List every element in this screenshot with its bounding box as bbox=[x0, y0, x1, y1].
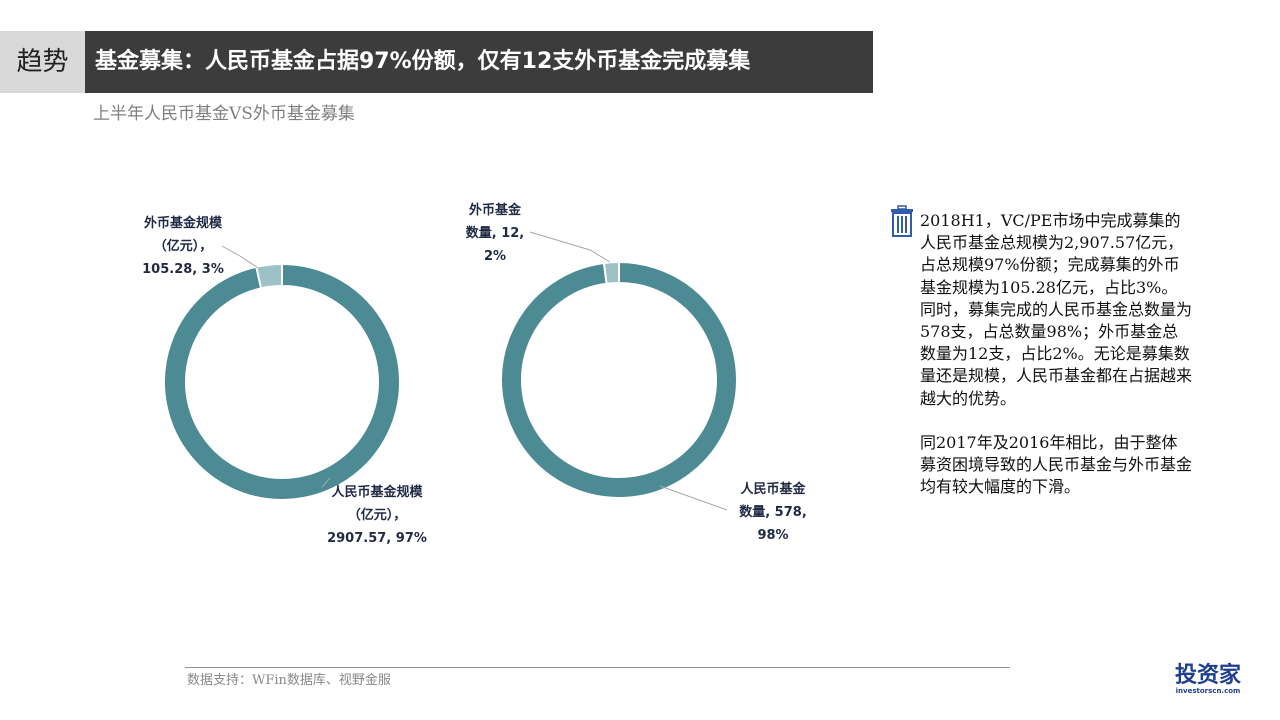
donut-0-leader-line-large bbox=[321, 477, 331, 488]
donut-1-leader-line-small bbox=[529, 231, 611, 263]
page-title: 基金募集：人民币基金占据97%份额，仅有12支外币基金完成募集 bbox=[85, 31, 873, 93]
section-tag: 趋势 bbox=[0, 31, 85, 93]
donut-1-slice-0 bbox=[499, 260, 738, 499]
slice-label-foreign-scale: 外币基金规模 （亿元）， 105.28, 3% bbox=[142, 216, 224, 277]
description-paragraph: 同2017年及2016年相比，由于整体募资困境导致的人民币基金与外币基金均有较大… bbox=[920, 432, 1193, 497]
trash-bin-icon bbox=[891, 205, 913, 237]
footer-divider bbox=[185, 667, 1010, 668]
brand-logo: 投资家 investorscn.com bbox=[1175, 663, 1242, 696]
description: 2018H1，VC/PE市场中完成募集的人民币基金总规模为2,907.57亿元，… bbox=[920, 210, 1192, 520]
data-source: 数据支持：WFin数据库、视野金服 bbox=[187, 673, 391, 688]
donut-0-slice-1 bbox=[255, 262, 283, 290]
donut-0-slice-0 bbox=[163, 262, 401, 501]
description-paragraph: 2018H1，VC/PE市场中完成募集的人民币基金总规模为2,907.57亿元，… bbox=[920, 211, 1193, 408]
donut-1-leader-line-large bbox=[659, 485, 728, 511]
page-subtitle: 上半年人民币基金VS外币基金募集 bbox=[93, 104, 355, 124]
slice-label-rmb-count: 人民币基金 数量, 578, 98% bbox=[739, 482, 807, 543]
slice-label-foreign-count: 外币基金 数量, 12, 2% bbox=[465, 203, 525, 264]
donut-0-leader-line-small bbox=[221, 245, 259, 269]
slice-label-rmb-scale: 人民币基金规模 （亿元）， 2907.57, 97% bbox=[327, 485, 427, 546]
donut-1-slice-1 bbox=[602, 260, 620, 285]
